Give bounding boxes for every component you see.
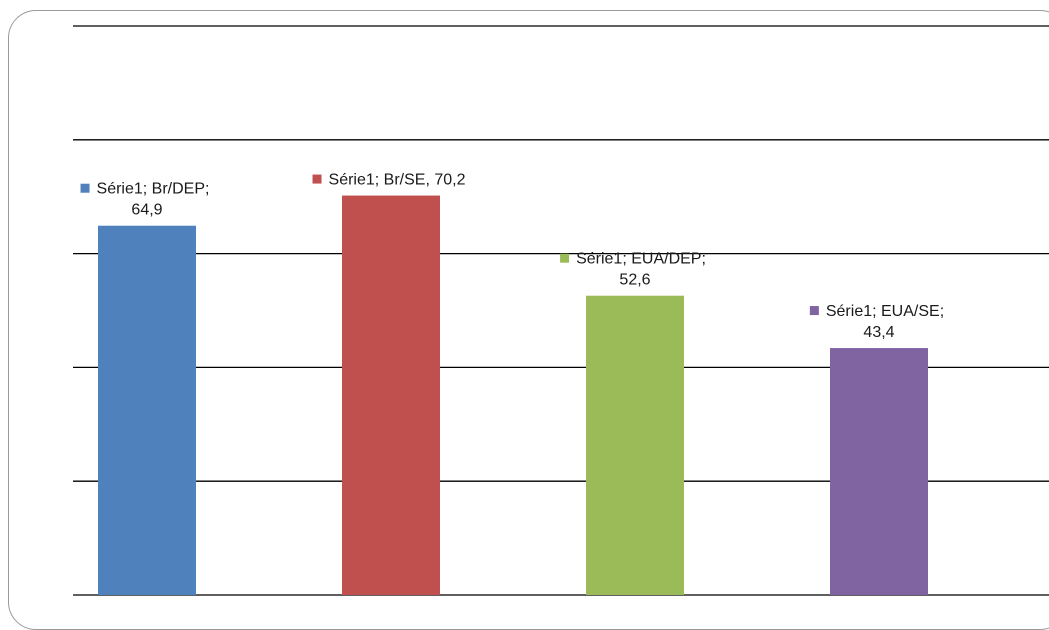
bar-br-se: [342, 195, 440, 595]
data-label-value: 52,6: [619, 272, 650, 289]
bar-eua-dep: [586, 295, 684, 595]
data-label-value: 43,4: [863, 324, 894, 341]
legend-key-swatch: [560, 253, 570, 263]
data-label-value: 64,9: [131, 202, 162, 219]
bar-br-dep: [98, 225, 196, 595]
data-label-line: Série1; EUA/DEP;: [576, 251, 706, 268]
legend-key-swatch: [809, 306, 819, 316]
data-label-line: Série1; Br/SE, 70,2: [329, 172, 466, 189]
bars: [98, 195, 928, 595]
data-label-line: Série1; EUA/SE;: [826, 303, 944, 320]
legend-key-swatch: [80, 183, 90, 193]
data-labels: Série1; Br/DEP; 64,9 Série1; Br/SE, 70,2 Sé…: [80, 172, 944, 341]
legend-key-swatch: [312, 174, 322, 184]
data-label-line: Série1; Br/DEP;: [97, 181, 210, 198]
bar-eua-se: [830, 348, 928, 595]
gridlines: [73, 25, 1049, 596]
